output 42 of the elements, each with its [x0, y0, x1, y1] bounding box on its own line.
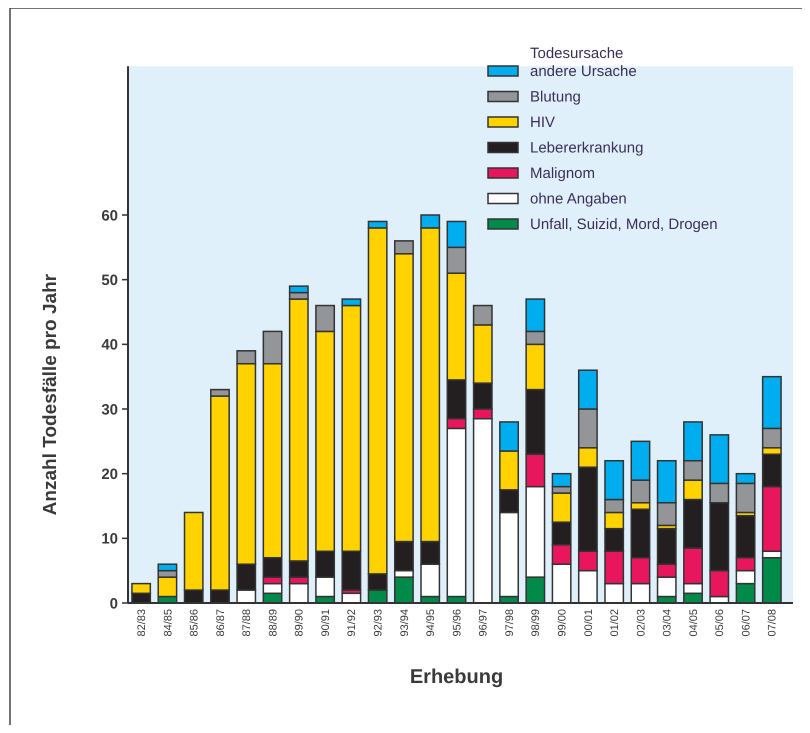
legend-label: Malignom [530, 165, 596, 182]
x-tick-label: 86/87 [214, 609, 227, 637]
x-tick-label: 91/92 [346, 609, 358, 637]
legend-label: Blutung [530, 88, 581, 106]
x-tick-label: 89/90 [294, 609, 306, 637]
x-tick-label: 98/99 [530, 609, 542, 637]
x-tick-label: 05/06 [714, 609, 726, 637]
x-tick-label: 88/89 [267, 609, 280, 637]
y-tick-label: 20 [101, 466, 118, 483]
y-tick-label: 40 [101, 336, 118, 354]
x-tick-label: 02/03 [635, 609, 648, 637]
x-tick-label: 03/04 [662, 609, 674, 637]
x-tick-label: 07/08 [766, 609, 779, 637]
x-tick-label: 04/05 [688, 609, 700, 637]
legend-label: ohne Angaben [530, 190, 627, 208]
x-tick-label: 96/97 [478, 609, 490, 637]
legend-label: andere Ursache [530, 63, 637, 80]
x-tick-label: 84/85 [162, 609, 174, 637]
x-tick-label: 01/02 [609, 609, 622, 637]
x-tick-label: 95/96 [451, 609, 464, 637]
x-tick-label: 94/95 [425, 609, 438, 637]
x-tick-label: 82/83 [136, 609, 148, 637]
legend-label: Lebererkrankung [530, 140, 644, 156]
y-tick-label: 10 [101, 530, 118, 548]
legend-label: HIV [530, 114, 556, 131]
legend-title: Todesursache [530, 45, 624, 62]
x-tick-label: 85/86 [188, 609, 201, 637]
y-tick-label: 0 [110, 595, 118, 612]
x-tick-label: 92/93 [372, 609, 385, 637]
x-tick-label: 99/00 [556, 609, 568, 637]
legend-label: Unfall, Suizid, Mord, Drogen [530, 216, 718, 233]
y-tick-label: 60 [101, 207, 118, 224]
y-tick-label: 50 [101, 272, 118, 289]
x-axis-title: Erhebung [410, 666, 504, 688]
y-axis-title: Anzahl Todesfälle pro Jahr [40, 273, 61, 516]
x-tick-label: 06/07 [740, 609, 752, 637]
x-tick-label: 90/91 [320, 609, 332, 637]
x-tick-label: 00/01 [582, 609, 595, 637]
x-tick-label: 97/98 [504, 609, 516, 637]
y-tick-label: 30 [101, 401, 118, 418]
x-tick-label: 93/94 [398, 609, 411, 637]
x-tick-label: 87/88 [241, 609, 254, 637]
